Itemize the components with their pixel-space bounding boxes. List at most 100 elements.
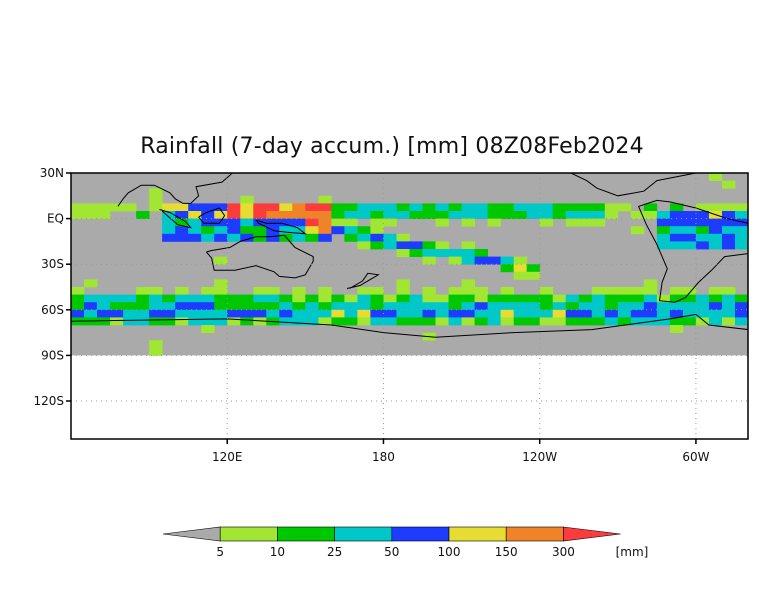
rain-cell <box>357 203 371 212</box>
rain-cell <box>487 309 501 318</box>
rain-cell <box>344 226 358 235</box>
rain-cell <box>383 203 397 212</box>
rain-cell <box>461 294 475 303</box>
rain-cell <box>461 256 475 265</box>
rain-cell <box>539 309 554 318</box>
colorbar-segment <box>277 526 335 542</box>
rain-cell <box>175 302 189 311</box>
rain-cell <box>422 249 436 257</box>
rain-cell <box>552 309 567 318</box>
rain-cell <box>604 211 619 219</box>
rain-cell <box>722 294 736 303</box>
rain-cell <box>370 226 384 235</box>
rain-cell <box>708 203 723 212</box>
rain-cell <box>344 203 358 212</box>
rain-cell <box>240 302 254 311</box>
rain-cell <box>84 294 98 303</box>
rain-cell <box>669 203 684 212</box>
rain-cell <box>591 294 606 303</box>
rain-cell <box>201 218 215 227</box>
rain-cell <box>435 211 449 219</box>
rain-cell <box>578 317 593 326</box>
rain-cell <box>539 302 554 311</box>
rain-cell <box>318 218 332 227</box>
rain-cell <box>461 302 475 311</box>
rain-cell <box>630 287 645 295</box>
rain-cell <box>71 309 85 318</box>
rain-cell <box>435 294 449 303</box>
colorbar-segment-above-max <box>563 526 621 542</box>
rain-cell <box>695 302 710 311</box>
rain-cell <box>448 309 462 318</box>
rain-cell <box>500 294 514 303</box>
rain-cell <box>214 211 228 219</box>
rain-cell <box>552 203 567 212</box>
rain-cell <box>318 302 332 311</box>
rain-cell <box>305 294 319 303</box>
rain-cell <box>656 241 671 250</box>
rain-cell <box>396 294 410 303</box>
rain-cell <box>383 317 397 326</box>
rain-cell <box>487 203 501 212</box>
rain-cell <box>656 309 671 318</box>
rain-cell <box>474 287 488 295</box>
rain-cell <box>409 302 423 311</box>
rain-cell <box>409 294 423 303</box>
rain-cell <box>292 211 306 219</box>
rain-cell <box>422 256 436 265</box>
rain-cell <box>643 211 658 219</box>
rain-cell <box>461 203 475 212</box>
rain-cell <box>500 256 514 265</box>
rain-cell <box>565 302 580 311</box>
rain-cell <box>149 287 163 295</box>
longitude-axis: 120E180120W60W060E120E180120W <box>212 439 710 464</box>
rain-cell <box>266 211 280 219</box>
rain-cell <box>162 233 176 242</box>
rain-cell <box>253 218 267 227</box>
rain-cell <box>552 317 567 326</box>
colorbar-unit-label: [mm] <box>616 545 649 559</box>
rain-cell <box>357 287 371 295</box>
rain-cell <box>136 287 150 295</box>
rain-cell <box>253 294 267 303</box>
rain-cell <box>188 309 202 318</box>
rain-cell <box>201 211 215 219</box>
rain-cell <box>383 241 397 250</box>
rain-cell <box>735 211 748 219</box>
rain-cell <box>474 302 488 311</box>
rain-cell <box>344 218 358 227</box>
rain-cell <box>409 249 423 257</box>
rain-cell <box>162 226 176 235</box>
rain-cell <box>331 203 345 212</box>
rain-cell <box>708 294 723 303</box>
rain-cell <box>422 203 436 212</box>
rain-cell <box>526 302 541 311</box>
rain-cell <box>227 226 241 235</box>
rain-cell <box>188 203 202 212</box>
rain-cell <box>253 203 267 212</box>
rain-cell <box>695 211 710 219</box>
rain-cell <box>383 302 397 311</box>
rain-cell <box>214 294 228 303</box>
rain-cell <box>578 218 593 227</box>
rain-cell <box>97 203 111 212</box>
rain-cell <box>344 317 358 326</box>
rain-cell <box>149 347 163 356</box>
rain-cell <box>735 241 748 250</box>
coastline <box>346 272 380 289</box>
rain-cell <box>149 317 163 326</box>
rain-cell <box>435 249 449 257</box>
rain-cell <box>722 211 736 219</box>
rain-cell <box>396 302 410 311</box>
rain-cell <box>396 287 410 295</box>
rain-cell <box>266 309 280 318</box>
colorbar-segment-below-min <box>162 526 221 542</box>
rain-cell <box>409 241 423 250</box>
colorbar-tick-label: 50 <box>384 545 399 559</box>
rain-cell <box>669 226 684 235</box>
rain-cell <box>409 317 423 326</box>
rain-cell <box>422 317 436 326</box>
rain-cell <box>682 287 697 295</box>
rain-cell <box>175 294 189 303</box>
